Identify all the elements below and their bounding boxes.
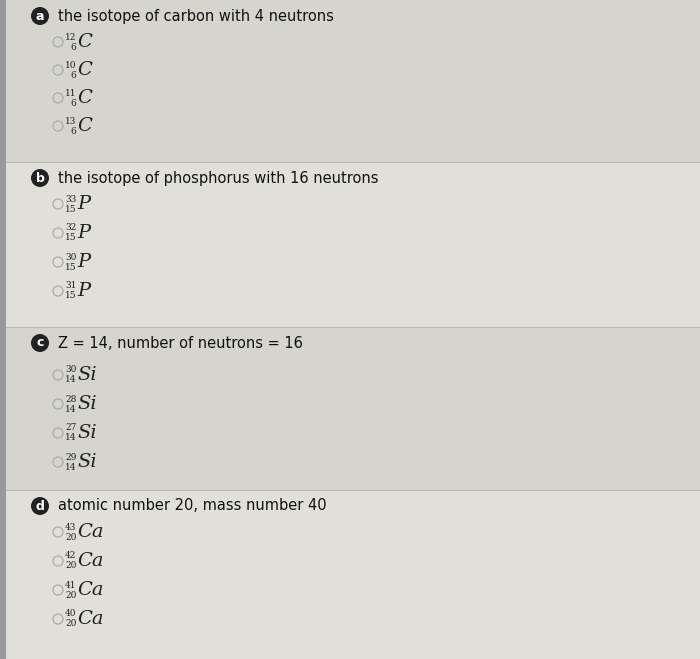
Text: 12: 12 xyxy=(65,32,76,42)
Text: 32: 32 xyxy=(65,223,76,233)
Circle shape xyxy=(31,334,49,352)
Text: 14: 14 xyxy=(65,405,76,413)
Text: 20: 20 xyxy=(65,532,76,542)
Text: c: c xyxy=(36,337,43,349)
Text: 14: 14 xyxy=(65,463,76,471)
Circle shape xyxy=(31,169,49,187)
Text: b: b xyxy=(36,171,44,185)
Text: 41: 41 xyxy=(65,581,76,590)
Text: 15: 15 xyxy=(65,204,76,214)
Text: C: C xyxy=(77,117,92,135)
Text: Si: Si xyxy=(77,424,97,442)
Text: P: P xyxy=(77,224,90,242)
Bar xyxy=(0,0,6,659)
Text: 10: 10 xyxy=(65,61,76,69)
Bar xyxy=(0,490,700,659)
Text: 33: 33 xyxy=(65,194,76,204)
Text: 6: 6 xyxy=(71,42,76,51)
Text: 30: 30 xyxy=(65,252,76,262)
Text: d: d xyxy=(36,500,44,513)
Text: 31: 31 xyxy=(65,281,76,291)
Text: 42: 42 xyxy=(65,552,76,561)
Text: 20: 20 xyxy=(65,619,76,629)
Text: the isotope of carbon with 4 neutrons: the isotope of carbon with 4 neutrons xyxy=(58,9,334,24)
Text: Z = 14, number of neutrons = 16: Z = 14, number of neutrons = 16 xyxy=(58,335,303,351)
Text: Si: Si xyxy=(77,366,97,384)
Text: P: P xyxy=(77,253,90,271)
Text: 15: 15 xyxy=(65,233,76,243)
Text: 29: 29 xyxy=(65,453,76,461)
Text: C: C xyxy=(77,33,92,51)
Text: P: P xyxy=(77,282,90,300)
Text: 6: 6 xyxy=(71,98,76,107)
Text: C: C xyxy=(77,61,92,79)
Text: Ca: Ca xyxy=(77,552,104,570)
Bar xyxy=(0,327,700,490)
Text: 15: 15 xyxy=(65,262,76,272)
Circle shape xyxy=(31,497,49,515)
Text: P: P xyxy=(77,195,90,213)
Text: a: a xyxy=(36,9,44,22)
Text: atomic number 20, mass number 40: atomic number 20, mass number 40 xyxy=(58,498,327,513)
Text: 11: 11 xyxy=(65,88,76,98)
Bar xyxy=(0,162,700,327)
Text: C: C xyxy=(77,89,92,107)
Text: 14: 14 xyxy=(65,376,76,384)
Text: Ca: Ca xyxy=(77,610,104,628)
Text: 6: 6 xyxy=(71,71,76,80)
Text: the isotope of phosphorus with 16 neutrons: the isotope of phosphorus with 16 neutro… xyxy=(58,171,379,185)
Text: Si: Si xyxy=(77,395,97,413)
Text: Si: Si xyxy=(77,453,97,471)
Text: 30: 30 xyxy=(65,366,76,374)
Circle shape xyxy=(31,7,49,25)
Text: 15: 15 xyxy=(65,291,76,301)
Text: 27: 27 xyxy=(65,424,76,432)
Text: Ca: Ca xyxy=(77,581,104,599)
Text: 40: 40 xyxy=(65,610,76,619)
Text: 14: 14 xyxy=(65,434,76,442)
Text: 20: 20 xyxy=(65,590,76,600)
Text: Ca: Ca xyxy=(77,523,104,541)
Text: 28: 28 xyxy=(65,395,76,403)
Text: 6: 6 xyxy=(71,127,76,136)
Text: 13: 13 xyxy=(65,117,76,125)
Bar xyxy=(0,0,700,162)
Text: 20: 20 xyxy=(65,561,76,571)
Text: 43: 43 xyxy=(65,523,76,532)
